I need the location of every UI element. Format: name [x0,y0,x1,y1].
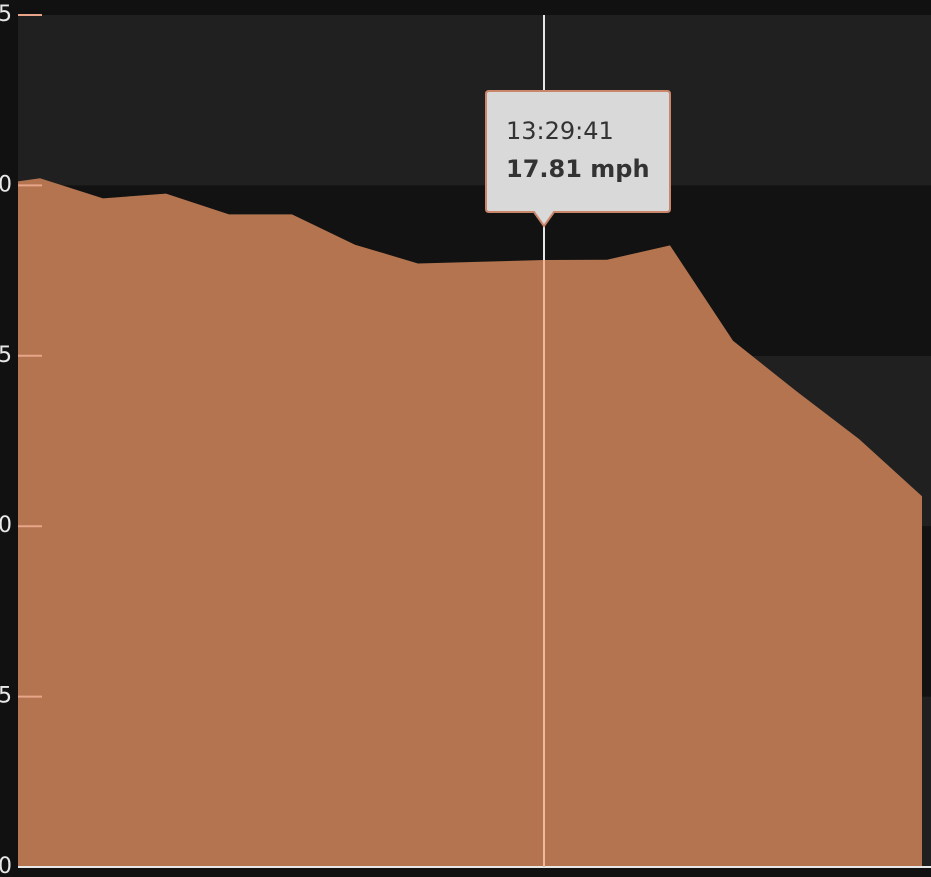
y-tick-label: 15 [0,343,12,368]
y-tick-label: 5 [0,684,12,709]
y-tick-label: 20 [0,172,12,197]
area [18,178,922,867]
tooltip-time: 13:29:41 [506,117,614,145]
y-tick-label: 10 [0,513,12,538]
y-tick-label: 25 [0,2,12,27]
tooltip-value: 17.81 mph [506,155,650,183]
tooltip-box [485,90,671,228]
grid-band [18,15,931,186]
y-tick-label: 0 [0,854,12,877]
